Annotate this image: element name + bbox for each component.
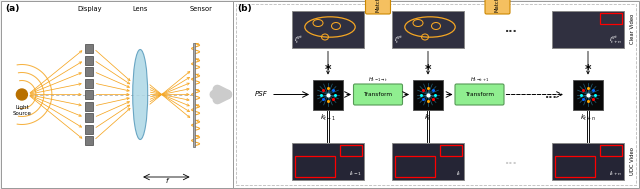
Text: Clear Video: Clear Video bbox=[630, 14, 635, 44]
Bar bbox=[85, 136, 93, 145]
Text: ...: ... bbox=[504, 156, 517, 166]
Bar bbox=[600, 145, 622, 156]
Bar bbox=[85, 125, 93, 133]
Text: *: * bbox=[425, 63, 431, 75]
Text: $I_{t+n}$: $I_{t+n}$ bbox=[609, 169, 622, 177]
Text: ...: ... bbox=[504, 24, 517, 34]
Text: $k_{t-1}$: $k_{t-1}$ bbox=[320, 112, 336, 123]
Text: Transform: Transform bbox=[364, 92, 392, 97]
Text: *: * bbox=[324, 63, 332, 75]
Bar bbox=[413, 80, 443, 109]
Text: $I_t$: $I_t$ bbox=[456, 169, 462, 177]
Text: f: f bbox=[166, 178, 168, 184]
Bar bbox=[193, 43, 195, 146]
Bar bbox=[392, 143, 464, 180]
Bar bbox=[313, 80, 343, 109]
Bar bbox=[85, 101, 93, 111]
Bar bbox=[85, 44, 93, 53]
Text: $k_{t+n}$: $k_{t+n}$ bbox=[580, 112, 596, 123]
Bar bbox=[85, 56, 93, 64]
FancyBboxPatch shape bbox=[353, 84, 403, 105]
Ellipse shape bbox=[132, 50, 148, 139]
Bar bbox=[85, 78, 93, 88]
Text: $k_t$: $k_t$ bbox=[424, 112, 432, 123]
Bar bbox=[440, 145, 462, 156]
Text: PSF: PSF bbox=[255, 91, 268, 98]
Bar bbox=[552, 143, 624, 180]
Bar bbox=[233, 1, 639, 188]
Text: $H_{t-1\rightarrow t}$: $H_{t-1\rightarrow t}$ bbox=[368, 75, 388, 84]
Text: Matching: Matching bbox=[495, 0, 500, 12]
FancyBboxPatch shape bbox=[485, 0, 510, 14]
Bar bbox=[1, 1, 233, 188]
Bar bbox=[292, 143, 364, 180]
FancyBboxPatch shape bbox=[365, 0, 390, 14]
Bar bbox=[392, 11, 464, 47]
FancyBboxPatch shape bbox=[455, 84, 504, 105]
Text: Matching: Matching bbox=[376, 0, 381, 12]
Bar bbox=[555, 156, 595, 177]
Bar bbox=[600, 12, 622, 24]
Text: Display: Display bbox=[77, 6, 101, 12]
Bar bbox=[340, 145, 362, 156]
Text: $I_t^{gt}$: $I_t^{gt}$ bbox=[394, 34, 403, 46]
Bar bbox=[552, 11, 624, 47]
Bar bbox=[395, 156, 435, 177]
Text: Lens: Lens bbox=[132, 6, 148, 12]
Text: Light
Source: Light Source bbox=[12, 105, 31, 116]
Text: Sensor: Sensor bbox=[190, 6, 213, 12]
Text: (b): (b) bbox=[237, 4, 252, 13]
Text: ...: ... bbox=[545, 90, 557, 99]
Text: UDC Video: UDC Video bbox=[630, 147, 635, 175]
Bar bbox=[236, 4, 636, 185]
Text: $I_t^{gt}$: $I_t^{gt}$ bbox=[294, 34, 303, 46]
Circle shape bbox=[17, 89, 28, 100]
Text: *: * bbox=[585, 63, 591, 75]
Bar bbox=[292, 11, 364, 47]
Text: (a): (a) bbox=[5, 4, 19, 13]
Bar bbox=[573, 80, 603, 109]
Bar bbox=[85, 67, 93, 76]
Text: $I_{t+n}^{gt}$: $I_{t+n}^{gt}$ bbox=[609, 34, 622, 46]
Text: $H_{t\rightarrow t+1}$: $H_{t\rightarrow t+1}$ bbox=[470, 75, 490, 84]
Bar bbox=[85, 113, 93, 122]
Bar bbox=[85, 90, 93, 99]
Text: Transform: Transform bbox=[465, 92, 494, 97]
Text: $I_{t-1}$: $I_{t-1}$ bbox=[349, 169, 362, 177]
Bar bbox=[295, 156, 335, 177]
